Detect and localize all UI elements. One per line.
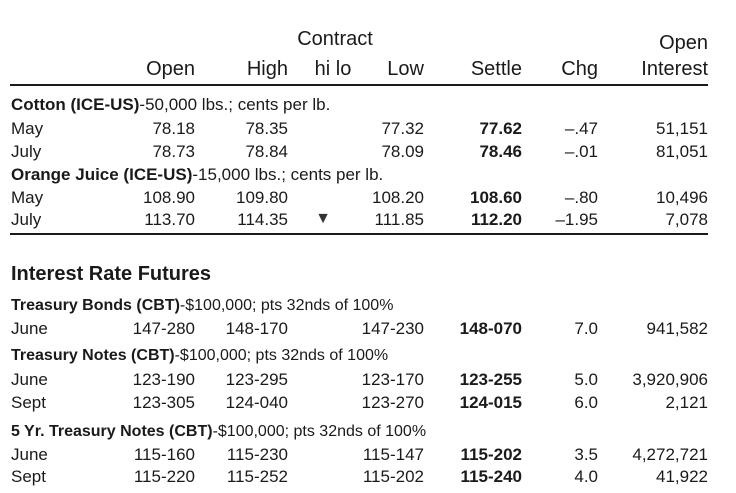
row-low: 77.32 — [381, 119, 424, 138]
row-month: May — [11, 119, 44, 138]
row-chg: 6.0 — [574, 393, 598, 412]
row-settle: 124-015 — [459, 393, 522, 412]
row-open: 78.18 — [152, 119, 195, 138]
commodity-name: Orange Juice (ICE-US) — [11, 165, 193, 184]
row-low: 115-202 — [362, 467, 424, 486]
group-spec: -$100,000; pts 32nds of 100% — [212, 423, 427, 440]
row-low: 147-230 — [361, 319, 424, 338]
row-open-interest: 4,272,721 — [632, 445, 708, 464]
commodity-spec: -50,000 lbs.; cents per lb. — [139, 95, 331, 114]
row-month: June — [11, 445, 48, 464]
row-low: 123-170 — [361, 370, 424, 389]
header-contract: Contract — [297, 28, 373, 50]
row-settle: 77.62 — [479, 119, 522, 138]
row-settle: 108.60 — [470, 188, 522, 207]
group-spec: -$100,000; pts 32nds of 100% — [174, 347, 389, 364]
row-chg: 5.0 — [574, 370, 598, 389]
row-open-interest: 41,922 — [656, 467, 708, 486]
down-triangle-icon: ▼ — [315, 210, 331, 227]
row-high: 148-170 — [225, 319, 288, 338]
row-high: 115-252 — [226, 467, 288, 486]
row-settle: 112.20 — [470, 210, 522, 229]
row-chg: –1.95 — [555, 210, 598, 229]
row-chg: –.47 — [564, 119, 598, 138]
group-name: Treasury Notes (CBT) — [11, 347, 175, 364]
commodity-name: Cotton (ICE-US) — [11, 95, 140, 114]
header-open-top: Open — [659, 32, 708, 54]
row-open: 147-280 — [132, 319, 195, 338]
commodity-spec: -15,000 lbs.; cents per lb. — [192, 165, 384, 184]
row-open: 108.90 — [143, 188, 195, 207]
row-chg: 4.0 — [574, 467, 598, 486]
row-open: 123-190 — [132, 370, 195, 389]
row-chg: 7.0 — [574, 319, 598, 338]
header-hilo: hi lo — [314, 58, 352, 80]
row-high: 124-040 — [225, 393, 288, 412]
row-settle: 148-070 — [459, 319, 522, 338]
row-month: May — [11, 188, 44, 207]
row-low: 115-147 — [362, 445, 424, 464]
row-month: Sept — [11, 467, 46, 486]
row-high: 123-295 — [225, 370, 288, 389]
row-high: 115-230 — [226, 445, 288, 464]
row-month: July — [11, 210, 42, 229]
row-high: 109.80 — [236, 188, 288, 207]
header-settle: Settle — [470, 58, 522, 80]
row-low: 111.85 — [374, 210, 424, 229]
group-heading: Treasury Notes (CBT)-$100,000; pts 32nds… — [11, 348, 388, 364]
row-chg: –.01 — [564, 142, 598, 161]
row-open: 113.70 — [144, 210, 195, 229]
row-settle: 78.46 — [479, 142, 522, 161]
row-open-interest: 2,121 — [665, 393, 708, 412]
row-open-interest: 941,582 — [646, 319, 708, 338]
row-chg: 3.5 — [574, 445, 598, 464]
row-chg: –.80 — [564, 188, 598, 207]
row-high: 114.35 — [237, 210, 288, 229]
row-open-interest: 51,151 — [656, 119, 708, 138]
header-chg: Chg — [561, 58, 598, 80]
row-open-interest: 3,920,906 — [632, 370, 708, 389]
row-open: 115-220 — [133, 467, 195, 486]
commodity-heading: Orange Juice (ICE-US)-15,000 lbs.; cents… — [11, 166, 383, 183]
row-settle: 123-255 — [459, 370, 522, 389]
header-interest: Interest — [641, 58, 708, 80]
header-high: High — [246, 58, 288, 80]
header-rule — [10, 84, 708, 86]
group-name: 5 Yr. Treasury Notes (CBT) — [11, 423, 213, 440]
row-low: 78.09 — [381, 142, 424, 161]
group-heading: 5 Yr. Treasury Notes (CBT)-$100,000; pts… — [11, 424, 426, 440]
row-open: 78.73 — [152, 142, 195, 161]
row-month: June — [11, 370, 48, 389]
row-open-interest: 7,078 — [665, 210, 708, 229]
group-name: Treasury Bonds (CBT) — [11, 297, 180, 314]
row-settle: 115-202 — [460, 445, 522, 464]
row-high: 78.35 — [245, 119, 288, 138]
row-month: Sept — [11, 393, 46, 412]
row-open-interest: 81,051 — [656, 142, 708, 161]
group-heading: Treasury Bonds (CBT)-$100,000; pts 32nds… — [11, 298, 393, 314]
row-open-interest: 10,496 — [656, 188, 708, 207]
row-high: 78.84 — [245, 142, 288, 161]
header-low: Low — [387, 58, 424, 80]
header-open: Open — [146, 58, 195, 80]
section-title: Interest Rate Futures — [11, 263, 212, 285]
commodity-heading: Cotton (ICE-US)-50,000 lbs.; cents per l… — [11, 96, 330, 113]
group-spec: -$100,000; pts 32nds of 100% — [179, 297, 394, 314]
row-low: 108.20 — [372, 188, 424, 207]
section-rule — [10, 233, 708, 235]
row-month: June — [11, 319, 48, 338]
row-settle: 115-240 — [460, 467, 522, 486]
row-low: 123-270 — [361, 393, 424, 412]
row-open: 115-160 — [133, 445, 195, 464]
row-open: 123-305 — [132, 393, 195, 412]
row-month: July — [11, 142, 42, 161]
